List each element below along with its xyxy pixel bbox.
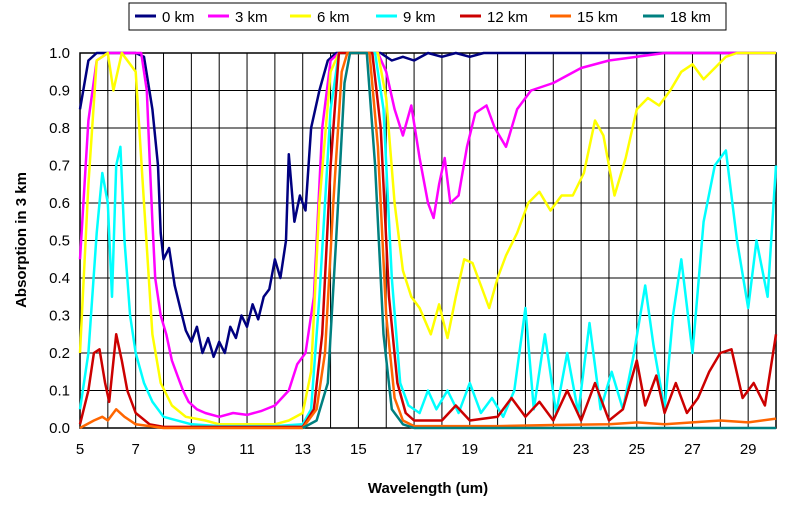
y-axis-title: Absorption in 3 km	[13, 172, 30, 308]
x-tick-label: 13	[294, 441, 311, 458]
x-axis-ticks: 5 7 9 11 13 15 17 19 21 23 25 27 29	[76, 441, 757, 458]
legend-label: 12 km	[487, 9, 528, 26]
y-tick-label: 0.1	[49, 383, 70, 400]
legend-label: 3 km	[235, 9, 268, 26]
y-tick-label: 0.7	[49, 158, 70, 175]
x-tick-label: 27	[684, 441, 701, 458]
x-tick-label: 15	[350, 441, 367, 458]
x-tick-label: 19	[461, 441, 478, 458]
y-tick-label: 0.0	[49, 420, 70, 437]
series-line	[78, 51, 778, 428]
series-line	[78, 51, 776, 359]
series-lines	[78, 51, 778, 430]
legend-label: 0 km	[162, 9, 195, 26]
x-tick-label: 25	[628, 441, 645, 458]
y-tick-label: 0.8	[49, 120, 70, 137]
y-tick-label: 0.2	[49, 345, 70, 362]
legend-label: 6 km	[317, 9, 350, 26]
series-line	[78, 51, 776, 426]
series-line	[302, 51, 776, 430]
legend-label: 15 km	[577, 9, 618, 26]
y-tick-label: 1.0	[49, 45, 70, 62]
x-tick-label: 17	[406, 441, 423, 458]
x-tick-label: 5	[76, 441, 84, 458]
x-tick-label: 7	[132, 441, 140, 458]
y-tick-label: 0.5	[49, 233, 70, 250]
series-line	[78, 51, 776, 419]
legend-label: 9 km	[403, 9, 436, 26]
y-tick-label: 0.3	[49, 308, 70, 325]
x-tick-label: 11	[239, 441, 255, 458]
y-axis-ticks: 0.0 0.1 0.2 0.3 0.4 0.5 0.6 0.7 0.8 0.9 1.0	[49, 45, 70, 437]
series-line	[78, 51, 778, 429]
y-tick-label: 0.4	[49, 270, 70, 287]
x-tick-label: 29	[740, 441, 757, 458]
y-tick-label: 0.9	[49, 83, 70, 100]
chart-legend: 0 km 3 km 6 km 9 km 12 km 15 km 18 km	[128, 2, 727, 31]
legend-label: 18 km	[670, 9, 711, 26]
x-tick-label: 21	[517, 441, 534, 458]
series-line	[79, 51, 777, 430]
x-tick-label: 23	[573, 441, 590, 458]
x-axis-title: Wavelength (um)	[368, 480, 488, 497]
plot-grid	[79, 52, 777, 429]
y-tick-label: 0.6	[49, 195, 70, 212]
x-tick-label: 9	[187, 441, 195, 458]
